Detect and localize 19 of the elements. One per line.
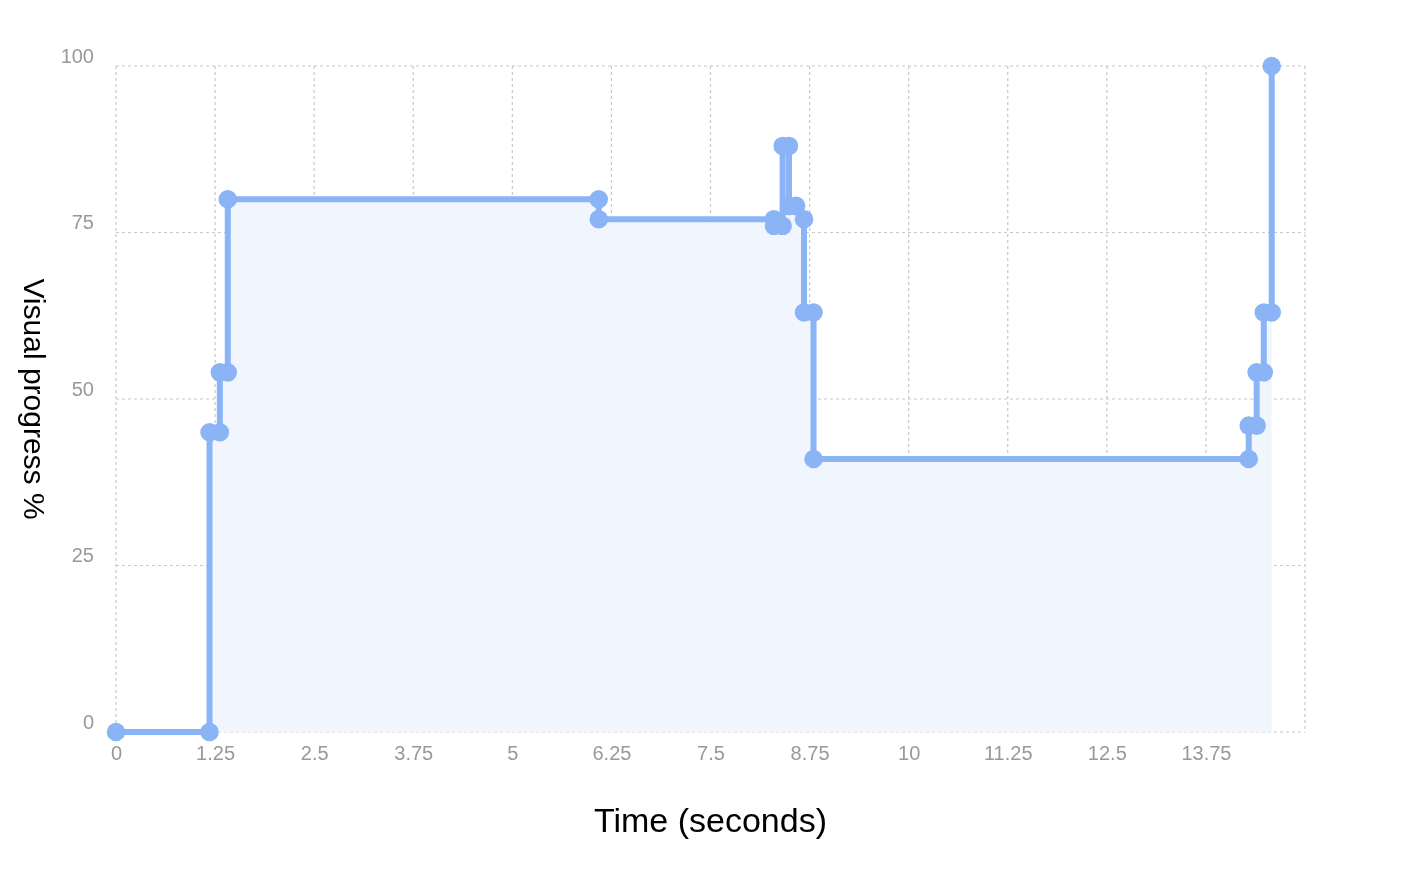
- x-tick-label: 1.25: [196, 742, 236, 765]
- x-tick-label: 5: [507, 742, 519, 765]
- x-tick-label: 7.5: [697, 742, 725, 765]
- x-tick-label: 12.5: [1087, 742, 1127, 765]
- y-tick-label: 0: [82, 710, 94, 733]
- y-tick-label: 75: [71, 211, 94, 233]
- y-tick-label: 25: [71, 544, 94, 566]
- x-axis-title: Time (seconds): [593, 801, 828, 839]
- x-tick-label: 3.75: [394, 742, 434, 765]
- x-tick-label: 8.75: [790, 742, 830, 765]
- x-tick-label: 11.25: [983, 742, 1033, 765]
- y-tick-label: 100: [60, 44, 94, 67]
- y-axis-title: Visual progress %: [18, 278, 51, 520]
- y-tick-label: 50: [71, 377, 94, 400]
- x-tick-label: 2.5: [300, 742, 329, 765]
- x-tick-label: 10: [898, 742, 921, 765]
- x-tick-label: 13.75: [1181, 742, 1232, 765]
- x-tick-label: 0: [110, 742, 123, 765]
- x-tick-label: 6.25: [592, 742, 632, 765]
